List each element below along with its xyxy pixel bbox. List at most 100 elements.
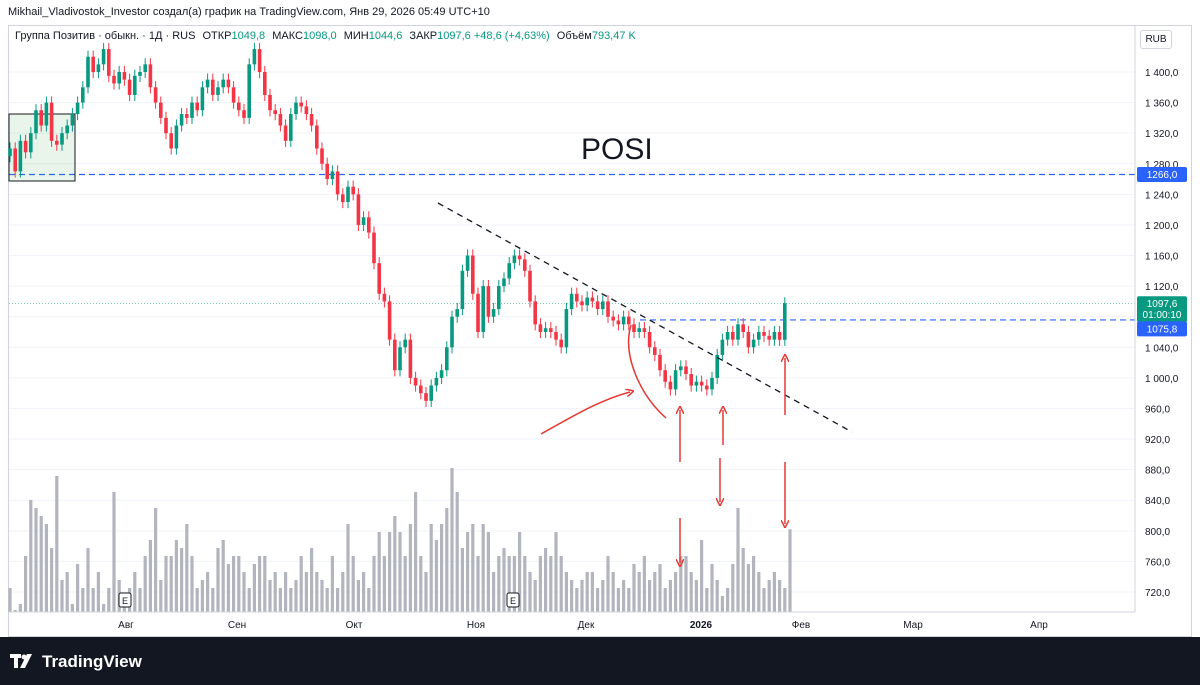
volume-bar (554, 532, 558, 612)
candle-body (138, 72, 142, 76)
candle-body (341, 194, 345, 202)
candle-body (382, 293, 387, 302)
candle-body (725, 332, 730, 340)
candle-body (777, 332, 782, 340)
volume-bar (44, 524, 48, 612)
earnings-marker[interactable] (506, 592, 520, 608)
volume-bar (310, 548, 314, 612)
volume-bar (76, 564, 80, 612)
candle-body (86, 56, 90, 88)
volume-bar (684, 556, 688, 612)
y-tick-label: 1 200,0 (1145, 221, 1179, 232)
candle-body (699, 381, 704, 386)
volume-bar (237, 556, 241, 612)
y-tick-label: 880,0 (1145, 466, 1170, 477)
candle-body (621, 316, 626, 325)
chart-frame[interactable] (8, 25, 1192, 637)
candle-body (268, 94, 272, 111)
volume-bar (632, 564, 636, 612)
volume-bar (304, 572, 308, 612)
volume-bar (601, 580, 605, 612)
low-label: МИН (343, 30, 369, 42)
close-label: ЗАКР (409, 30, 438, 42)
volume-bar (726, 588, 730, 612)
volume-bar (138, 588, 142, 612)
curve-annotation[interactable] (627, 324, 667, 419)
volume-bar (466, 532, 470, 612)
volume-bar (195, 588, 199, 612)
volume-bar (96, 572, 100, 612)
volume-bar (273, 572, 277, 612)
earnings-marker[interactable] (118, 592, 132, 608)
y-tick-label: 840,0 (1145, 496, 1170, 507)
price-label-1266 (1137, 166, 1187, 182)
candle-body (169, 133, 173, 149)
price-label-1266-text: 1266,0 (1147, 170, 1178, 181)
candle-body (559, 339, 563, 348)
candle-body (746, 332, 751, 348)
volume-bar (200, 580, 204, 612)
candle-body (55, 140, 59, 145)
volume-bar (570, 580, 574, 612)
candle-body (185, 114, 189, 118)
symbol-name[interactable]: Группа Позитив · обыкн. · 1Д · RUS (15, 30, 196, 42)
candle-body (606, 301, 610, 317)
trendline[interactable] (437, 202, 853, 433)
volume-bar (445, 508, 449, 612)
x-tick-label: Окт (346, 620, 363, 631)
volume-value: 793,47 K (591, 30, 636, 42)
volume-bar (757, 572, 761, 612)
y-tick-label: 1 160,0 (1145, 252, 1179, 263)
x-tick-label: Авг (118, 620, 134, 631)
candle-body (585, 297, 589, 306)
volume-bar (330, 556, 334, 612)
volume-bar (549, 556, 553, 612)
candle-body (439, 370, 444, 378)
volume-bar (492, 572, 496, 612)
curved-arrow[interactable] (540, 392, 630, 435)
volume-bar (351, 556, 355, 612)
earnings-marker-label: E (122, 596, 128, 606)
x-tick-label: Сен (228, 620, 246, 631)
candle-body (632, 324, 636, 332)
y-tick-label: 1 120,0 (1145, 282, 1179, 293)
volume-bar (440, 524, 444, 612)
candle-body (247, 64, 251, 118)
volume-bar (325, 588, 329, 612)
volume-bar (429, 524, 433, 612)
candle-body (320, 148, 324, 164)
candle-body (543, 328, 548, 332)
tradingview-logo[interactable]: TradingView (10, 652, 142, 672)
currency-button[interactable]: RUB (1140, 30, 1172, 49)
candle-body (710, 377, 714, 390)
volume-bar (710, 564, 714, 612)
volume-bar (50, 548, 54, 612)
candle-body (517, 255, 522, 260)
volume-bar (668, 580, 672, 612)
volume-bar (372, 556, 376, 612)
volume-bar (590, 572, 594, 612)
volume-bar (700, 540, 704, 612)
candle-body (81, 87, 85, 103)
volume-bar (486, 532, 490, 612)
volume-bar (694, 580, 698, 612)
candle-body (153, 87, 158, 103)
candle-body (226, 79, 231, 88)
candle-body (590, 297, 595, 302)
y-tick-label: 1 360,0 (1145, 99, 1179, 110)
price-chart[interactable]: E E POSI 720,0 760,0 800,0 840,0 880,0 920,0 96… (0, 0, 1200, 637)
candle-body (257, 49, 262, 72)
volume-bar (788, 529, 792, 612)
candle-body (564, 309, 569, 348)
candle-body (689, 374, 693, 386)
volume-bar (294, 580, 298, 612)
candle-body (159, 102, 163, 118)
candle-body (195, 102, 199, 111)
volume-bar (320, 580, 324, 612)
volume-bar (247, 588, 251, 612)
y-tick-label: 800,0 (1145, 527, 1170, 538)
volume-bar (388, 532, 392, 612)
candle-body (512, 255, 517, 264)
y-tick-label: 1 400,0 (1145, 68, 1179, 79)
volume-bar (585, 572, 589, 612)
